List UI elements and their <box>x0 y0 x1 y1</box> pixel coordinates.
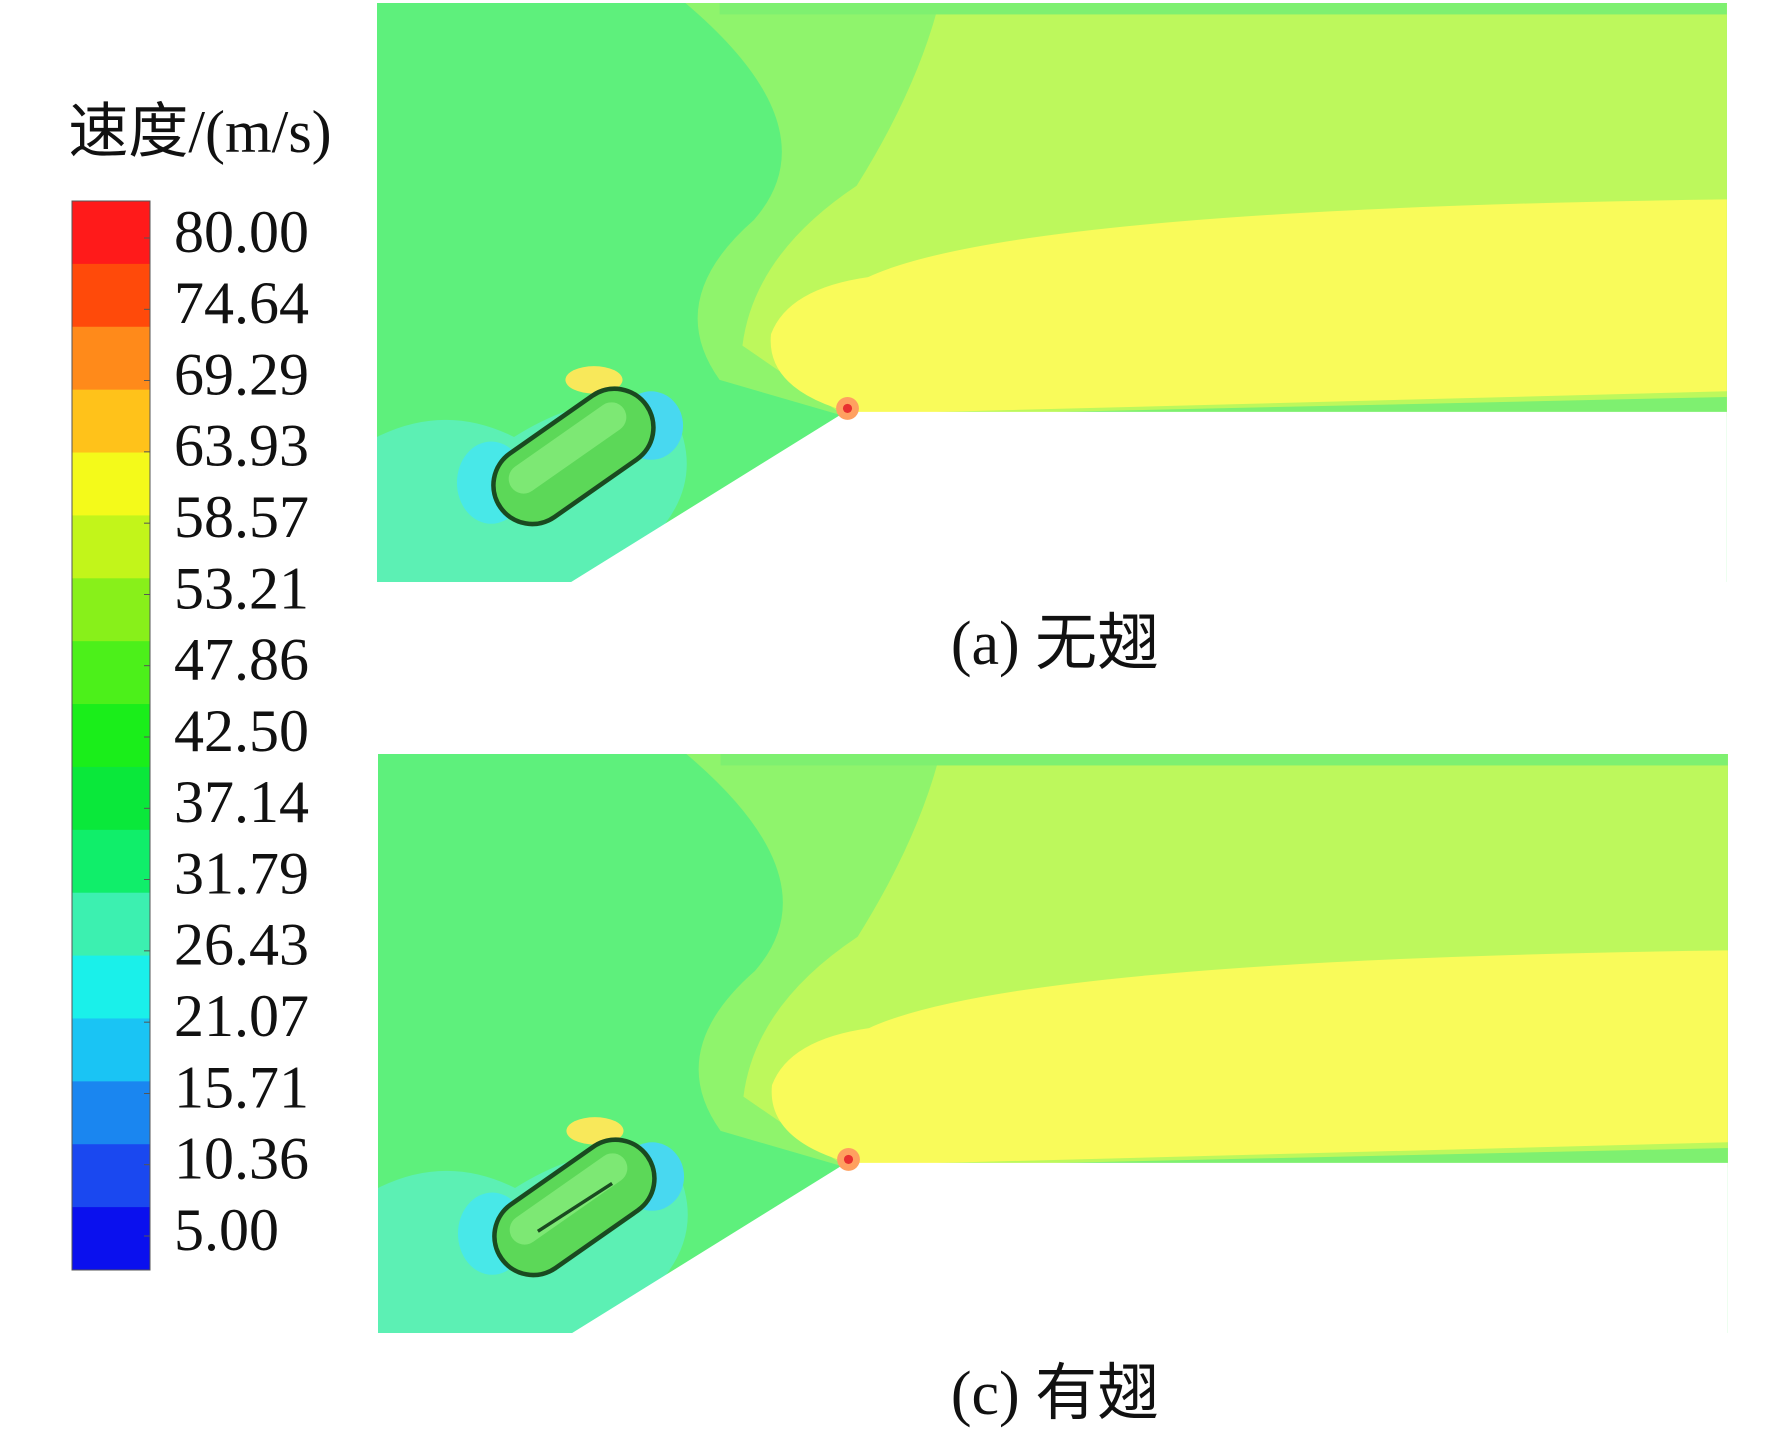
colorbar-tick-label: 42.50 <box>174 698 309 764</box>
panel-caption: (a) 无翅 <box>951 610 1159 678</box>
colorbar-tick-label: 37.14 <box>174 769 309 835</box>
colorbar-band <box>72 263 150 328</box>
colorbar-band <box>72 515 150 579</box>
colorbar-band <box>72 829 150 894</box>
colorbar-tick-label: 5.00 <box>174 1197 279 1263</box>
colorbar-tick-label: 47.86 <box>174 626 309 692</box>
colorbar-band <box>72 641 150 705</box>
colorbar-tick-label: 26.43 <box>174 912 309 978</box>
colorbar-band <box>72 955 150 1019</box>
colorbar-title: 速度/(m/s) <box>68 99 331 165</box>
colorbar-band <box>72 578 150 642</box>
colorbar-tick-label: 58.57 <box>174 484 309 550</box>
colorbar-band <box>72 1081 150 1145</box>
contour-panel <box>378 754 1728 1333</box>
colorbar-band <box>72 201 150 265</box>
colorbar-band <box>72 1207 150 1271</box>
colorbar-tick-label: 10.36 <box>174 1125 309 1191</box>
colorbar-tick-label: 80.00 <box>174 199 309 265</box>
colorbar-tick-label: 53.21 <box>174 555 309 621</box>
colorbar-band <box>72 766 150 831</box>
colorbar-tick-label: 15.71 <box>174 1054 309 1120</box>
contour-panel <box>377 3 1727 582</box>
colorbar-tick-label: 21.07 <box>174 983 309 1049</box>
colorbar: 80.0074.6469.2963.9358.5753.2147.8642.50… <box>71 199 309 1271</box>
colorbar-band <box>72 1144 150 1208</box>
colorbar-band <box>72 892 150 957</box>
colorbar-band <box>72 326 150 391</box>
colorbar-band <box>72 452 150 516</box>
colorbar-band <box>72 1018 150 1082</box>
colorbar-tick-label: 31.79 <box>174 840 309 906</box>
colorbar-band <box>72 389 150 454</box>
panel-caption: (c) 有翅 <box>951 1360 1159 1428</box>
colorbar-tick-label: 74.64 <box>174 270 309 336</box>
colorbar-band <box>72 704 150 768</box>
colorbar-tick-label: 69.29 <box>174 341 309 407</box>
colorbar-tick-label: 63.93 <box>174 413 309 479</box>
colorbar-frame <box>71 200 151 1271</box>
